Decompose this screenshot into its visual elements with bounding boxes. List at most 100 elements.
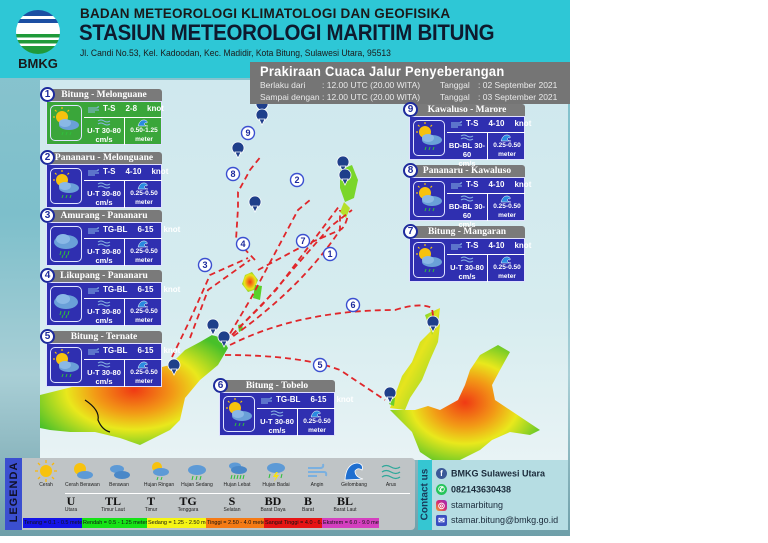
moderate-rain-icon [180, 460, 214, 482]
direction-tg: TG Tenggara [168, 495, 208, 513]
weather-cerah-berawan-hujan-ringan-icon [413, 120, 445, 156]
wave-height: 0.25-0.50 [303, 418, 331, 425]
route-name: Likupang - Pananaru [46, 270, 162, 282]
route-number-markers: 1 2 3 4 5 6 7 8 9 [197, 125, 361, 373]
wind-info: T-S 4-10 knot [466, 180, 531, 189]
wave-category-4: Tinggi = 2.50 - 4.0 meter [206, 518, 264, 528]
current-unit: cm/s [95, 256, 113, 265]
direction-code: TL [104, 494, 121, 508]
divider [124, 298, 125, 326]
current-info: U-T 30-80 cm/s [85, 189, 123, 207]
contact-panel: Contact us f BMKG Sulawesi Utara ✆ 0821436… [418, 460, 568, 530]
route-card-5: 5 Bitung - Ternate TG-BL 6-15 knot U-T 30-80 c… [40, 329, 180, 387]
wave-unit: meter [135, 378, 153, 385]
direction-label: Timur Laut [101, 507, 125, 513]
contact-facebook[interactable]: f BMKG Sulawesi Utara [436, 468, 545, 480]
wind-icon [451, 182, 462, 189]
current-icon [97, 240, 111, 247]
divider [447, 132, 525, 133]
current-icon [460, 195, 474, 202]
wind-info: TG-BL 6-15 knot [103, 285, 180, 294]
route-card-1: 1 Bitung - Melonguane T-S 2-8 knot U-T 30-80 c… [40, 87, 164, 145]
route-name: Bitung - Melonguane [46, 89, 162, 101]
facebook-icon: f [436, 468, 447, 480]
current-unit: cm/s [95, 135, 113, 144]
divider [124, 359, 125, 387]
weather-cerah-berawan-hujan-ringan-icon [50, 105, 82, 141]
contact-whatsapp[interactable]: ✆ 082143630438 [436, 484, 511, 496]
direction-s: S Selatan [212, 495, 252, 513]
svg-text:4: 4 [240, 239, 245, 249]
wind-info: T-S 2-8 knot [103, 104, 164, 113]
wind-speed: 6-15 [137, 225, 154, 234]
svg-text:2: 2 [294, 175, 299, 185]
wind-info: TG-BL 6-15 knot [103, 346, 180, 355]
current-unit: cm/s [95, 316, 113, 325]
weather-cerah-berawan-hujan-ringan-icon [50, 168, 82, 204]
route-number-badge: 6 [213, 378, 228, 393]
wind-speed: 4-10 [488, 180, 505, 189]
direction-code: BD [264, 494, 282, 508]
bmkg-logo: BMKG [10, 8, 66, 76]
direction-label: Barat Daya [260, 507, 286, 513]
wave-info: 0.25-0.50 meter [489, 141, 525, 159]
map-marker-1: 1 [322, 246, 338, 262]
wave-height: 0.25-0.50 [130, 369, 158, 376]
current-unit: cm/s [95, 377, 113, 386]
sun-icon [29, 460, 63, 482]
wave-info: 0.25-0.50 meter [299, 417, 335, 435]
wind-unit: knot [163, 225, 181, 234]
wind-direction: TG-BL [103, 225, 128, 234]
current-speed: 30-80 [101, 307, 121, 316]
legend-label: Arus [385, 482, 397, 488]
current-icon [270, 410, 284, 417]
wave-category-1: Tenang = 0.1 - 0.5 meter [23, 518, 82, 528]
valid-until-time: : 12.00 UTC (20.00 WITA) [322, 92, 421, 102]
divider [84, 180, 162, 181]
wave-icon [500, 195, 512, 203]
whatsapp-icon: ✆ [436, 484, 447, 496]
wave-height: 0.50-1.25 [130, 127, 158, 134]
svg-text:8: 8 [230, 169, 235, 179]
logo-text: BMKG [18, 56, 58, 71]
divider [84, 117, 162, 118]
current-icon [97, 300, 111, 307]
cloud-icon [102, 460, 136, 482]
current-speed: 30-80 [464, 263, 484, 272]
wave-info: 0.25-0.50 meter [126, 307, 162, 325]
contact-instagram[interactable]: ◎ stamarbitung [436, 500, 504, 512]
route-forecast-body: T-S 4-10 knot U-T 30-80 cm/s 0.25-0.50 meter [46, 164, 168, 208]
wave-info: 0.50-1.25 meter [126, 126, 162, 144]
wind-direction: T-S [466, 241, 479, 250]
wind-info: T-S 4-10 knot [466, 119, 531, 128]
svg-text:1: 1 [327, 249, 332, 259]
map-marker-4: 4 [235, 236, 251, 252]
wave-unit: meter [135, 199, 153, 206]
divider [257, 408, 335, 409]
bmkg-emblem-icon [16, 10, 60, 54]
wave-info: 0.25-0.50 meter [489, 263, 525, 281]
wave-icon [337, 460, 371, 482]
current-direction: U-T [87, 247, 100, 256]
current-info: U-T 30-80 cm/s [85, 368, 123, 386]
wind-direction: TG-BL [103, 285, 128, 294]
weather-forecast-poster: BMKG BADAN METEOROLOGI KLIMATOLOGI DAN G… [0, 0, 570, 536]
valid-until-label: Sampai dengan [260, 92, 320, 102]
legend-item-hujan-lebat: Hujan Lebat [220, 460, 254, 488]
route-card-6: 6 Bitung - Tobelo TG-BL 6-15 knot U-T 30-80 cm… [213, 378, 353, 436]
station-name: STASIUN METEOROLOGI MARITIM BITUNG [79, 20, 495, 45]
current-direction: BD-BL [448, 202, 473, 211]
wave-height: 0.25-0.50 [130, 248, 158, 255]
divider [84, 359, 162, 360]
contact-email[interactable]: ✉ stamar.bitung@bmkg.go.id [436, 515, 558, 527]
current-info: BD-BL 30-60 cm/s [448, 202, 486, 229]
wind-unit: knot [336, 395, 354, 404]
direction-code: B [303, 494, 312, 508]
current-direction: U-T [87, 368, 100, 377]
legend-tab: LEGENDA [5, 458, 22, 530]
wind-direction: T-S [103, 167, 116, 176]
current-direction: U-T [450, 263, 463, 272]
current-unit: cm/s [268, 426, 286, 435]
current-unit: cm/s [458, 159, 476, 168]
wind-icon [88, 106, 99, 113]
